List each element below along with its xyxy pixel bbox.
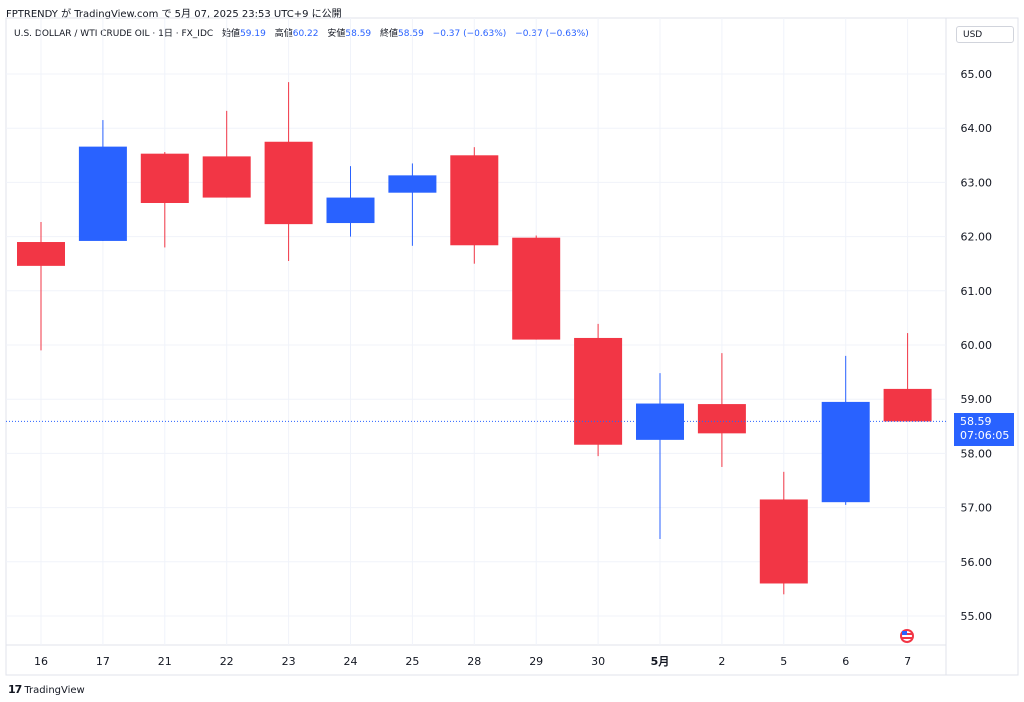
candle-body [17,242,65,266]
x-tick-label: 22 [220,655,234,668]
candle[interactable] [636,373,684,540]
y-tick-label: 61.00 [961,285,993,298]
x-tick-label: 6 [842,655,849,668]
candle[interactable] [17,221,65,351]
high-label: 高値 [274,29,293,39]
last-price-tag: 58.59 07:06:05 [954,413,1014,446]
candle[interactable] [388,163,437,246]
candle[interactable] [821,355,870,505]
candle-body [759,499,808,584]
x-tick-label: 23 [282,655,296,668]
candle-body [574,337,623,445]
low-label: 安値 [327,29,346,39]
x-tick-label: 16 [34,655,48,668]
x-tick-label: 5月 [651,655,670,668]
y-tick-label: 55.00 [961,610,993,623]
candle-body [388,175,437,193]
candle-body [697,404,746,434]
price-axis-labels: 55.00 56.00 57.00 58.00 59.00 60.00 61.00 62.00… [961,68,993,623]
x-tick-label: 2 [718,655,725,668]
y-tick-label: 56.00 [961,556,993,569]
candle[interactable] [883,333,932,422]
currency-button[interactable]: USD [956,26,1014,43]
y-tick-label: 62.00 [961,231,993,244]
low-value: 58.59 [345,29,372,39]
candle-body [450,155,499,246]
bar-countdown: 07:06:05 [960,429,1010,442]
change-value-2: −0.37 (−0.63%) [515,29,589,39]
candle[interactable] [264,82,313,261]
y-tick-label: 58.00 [961,447,993,460]
publish-info: が TradingView.com で 5月 07, 2025 23:53 UT… [61,9,342,20]
x-tick-label: 5 [780,655,787,668]
us-flag-icon[interactable] [900,629,914,643]
y-tick-label: 64.00 [961,122,993,135]
x-tick-label: 21 [158,655,172,668]
candle-body [264,141,313,225]
y-tick-label: 60.00 [961,339,993,352]
candle-body [78,146,127,241]
y-tick-label: 57.00 [961,502,993,515]
tradingview-logo-icon: 17 [8,683,22,696]
x-tick-label: 7 [904,655,911,668]
publish-header: FPTRENDY が TradingView.com で 5月 07, 2025… [6,5,342,20]
candle[interactable] [202,110,251,198]
brand-name: TradingView [24,685,85,696]
candle[interactable] [512,235,561,340]
open-value: 59.19 [240,29,266,39]
candle[interactable] [326,166,375,237]
candle-body [202,156,251,198]
x-tick-label: 29 [529,655,543,668]
x-tick-label: 24 [344,655,358,668]
candle[interactable] [697,353,746,467]
x-tick-label: 30 [591,655,605,668]
ohlc-legend: U.S. DOLLAR / WTI CRUDE OIL · 1日 · FX_ID… [14,26,589,39]
chart-border [5,17,1019,676]
candle[interactable] [78,120,127,241]
candle-body [883,388,932,422]
candle[interactable] [140,152,189,248]
change-value: −0.37 (−0.63%) [432,29,507,39]
high-value: 60.22 [292,29,319,39]
y-tick-label: 63.00 [961,176,993,189]
x-tick-label: 25 [405,655,419,668]
x-tick-label: 28 [467,655,481,668]
symbol-description[interactable]: U.S. DOLLAR / WTI CRUDE OIL · 1日 · FX_ID… [14,29,214,39]
candle[interactable] [450,147,499,264]
last-price-value: 58.59 [960,415,992,428]
candles [17,82,932,595]
x-tick-label: 17 [96,655,110,668]
close-label: 終値 [380,29,399,39]
y-tick-label: 65.00 [961,68,993,81]
y-tick-label: 59.00 [961,393,993,406]
time-axis-labels: 16 17 21 22 23 24 25 28 29 30 5月 2 5 6 7 [34,655,911,668]
candle[interactable] [759,471,808,595]
tradingview-brand[interactable]: 17 TradingView [8,683,85,696]
author-name[interactable]: FPTRENDY [6,9,58,20]
candle-body [140,153,189,203]
close-value: 58.59 [398,29,424,39]
open-label: 始値 [222,29,241,39]
candle-body [512,237,561,340]
candle-body [821,401,870,503]
candle[interactable] [574,323,623,457]
candle-body [326,197,375,224]
